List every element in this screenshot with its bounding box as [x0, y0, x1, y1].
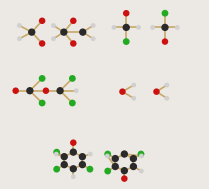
Point [106, 170, 109, 173]
Point [71, 101, 74, 105]
Point [72, 175, 75, 178]
Point [62, 31, 66, 34]
Point [62, 163, 66, 166]
Point [55, 153, 58, 156]
Point [52, 37, 55, 40]
Point [81, 163, 84, 166]
Point [132, 157, 135, 160]
Point [72, 141, 75, 144]
Point [123, 169, 126, 172]
Point [41, 77, 44, 80]
Point [81, 155, 84, 158]
Point [151, 26, 154, 29]
Point [55, 168, 58, 171]
Point [106, 154, 109, 157]
Point [44, 89, 48, 92]
Point [41, 42, 44, 45]
Point [163, 26, 167, 29]
Point [165, 97, 168, 100]
Point [114, 165, 117, 168]
Point [92, 24, 95, 27]
Point [163, 40, 167, 43]
Point [62, 155, 66, 158]
Point [125, 12, 128, 15]
Point [132, 97, 135, 100]
Point [88, 168, 92, 171]
Point [139, 153, 143, 156]
Point [55, 151, 58, 154]
Point [44, 89, 48, 92]
Point [125, 40, 128, 43]
Point [163, 12, 167, 15]
Point [132, 84, 135, 87]
Point [123, 153, 126, 156]
Point [71, 77, 74, 80]
Point [18, 24, 21, 27]
Point [14, 89, 17, 92]
Point [72, 42, 75, 45]
Point [41, 19, 44, 22]
Point [72, 151, 75, 154]
Point [92, 37, 95, 40]
Point [121, 90, 124, 93]
Point [132, 165, 135, 168]
Point [155, 90, 158, 93]
Point [106, 153, 109, 156]
Point [18, 37, 21, 40]
Point [140, 154, 143, 157]
Point [81, 31, 84, 34]
Point [30, 31, 33, 34]
Point [28, 89, 32, 92]
Point [41, 101, 44, 105]
Point [125, 26, 128, 29]
Point [165, 84, 168, 87]
Point [89, 153, 92, 156]
Point [137, 26, 140, 29]
Point [74, 89, 78, 92]
Point [112, 26, 116, 29]
Point [176, 26, 179, 29]
Point [114, 157, 117, 160]
Point [52, 24, 55, 27]
Point [72, 19, 75, 22]
Point [58, 89, 62, 92]
Point [140, 170, 143, 173]
Point [72, 167, 75, 170]
Point [123, 177, 126, 180]
